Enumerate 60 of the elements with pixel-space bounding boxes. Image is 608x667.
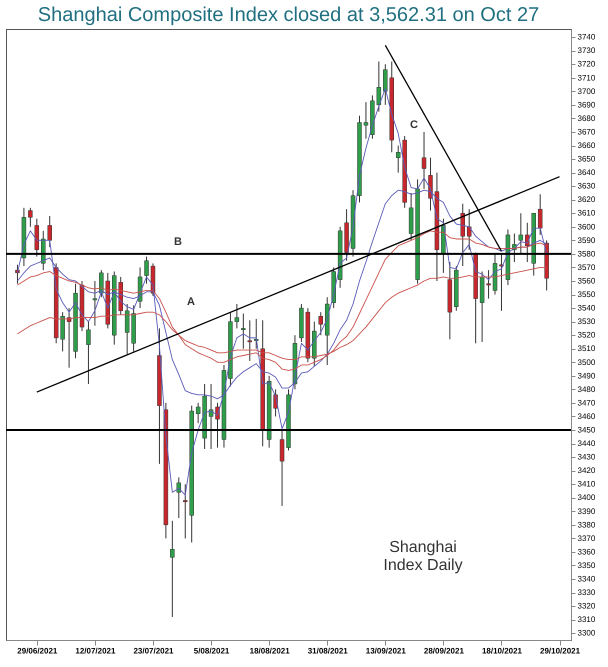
x-tick-label: 28/09/2021 <box>424 646 464 656</box>
y-tick-label: 3680 <box>578 114 596 123</box>
y-tick-label: 3320 <box>578 602 596 611</box>
y-tick-label: 3580 <box>578 249 596 258</box>
y-tick-label: 3730 <box>578 46 596 56</box>
x-tick-label: 18/08/2021 <box>250 646 290 656</box>
y-tick-label: 3300 <box>578 628 596 638</box>
y-tick-label: 3480 <box>578 384 596 394</box>
y-tick-label: 3370 <box>578 534 596 543</box>
y-tick-label: 3720 <box>578 60 596 69</box>
y-tick-label: 3490 <box>578 371 596 380</box>
x-tick-label: 23/07/2021 <box>133 646 174 656</box>
y-tick-label: 3530 <box>578 317 596 326</box>
y-tick-label: 3600 <box>578 222 596 232</box>
y-tick-label: 3430 <box>578 452 596 462</box>
x-tick-label: 29/10/2021 <box>540 646 581 656</box>
y-tick-label: 3500 <box>578 358 596 367</box>
x-tick-label: 18/10/2021 <box>482 646 523 656</box>
y-tick-label: 3560 <box>578 276 596 286</box>
annotation: C <box>410 119 418 131</box>
y-tick-label: 3440 <box>578 439 596 448</box>
y-tick-label: 3540 <box>578 304 596 313</box>
annotation: Shanghai Index Daily <box>383 539 463 574</box>
annotation: A <box>187 296 196 308</box>
y-tick-label: 3400 <box>578 493 596 502</box>
y-tick-label: 3520 <box>578 330 596 340</box>
y-tick-label: 3310 <box>578 615 596 624</box>
y-tick-label: 3640 <box>578 168 596 178</box>
y-tick-label: 3450 <box>578 426 596 435</box>
y-tick-label: 3570 <box>578 262 596 272</box>
y-tick-label: 3510 <box>578 344 596 354</box>
x-tick-label: 12/07/2021 <box>75 646 116 656</box>
y-tick-label: 3470 <box>578 398 596 408</box>
x-tick-label: 5/08/2021 <box>194 646 230 656</box>
y-tick-label: 3550 <box>578 290 596 300</box>
y-tick-label: 3360 <box>578 547 596 556</box>
x-tick-label: 29/06/2021 <box>17 646 58 656</box>
y-tick-label: 3710 <box>578 73 596 82</box>
y-tick-label: 3660 <box>578 141 596 150</box>
y-tick-label: 3590 <box>578 236 596 245</box>
y-tick-label: 3410 <box>578 480 596 489</box>
chart-title: Shanghai Composite Index closed at 3,562.31 on Oct 27 <box>38 4 540 26</box>
y-tick-label: 3740 <box>578 32 596 42</box>
y-tick-label: 3670 <box>578 127 596 136</box>
y-tick-label: 3390 <box>578 506 596 516</box>
y-tick-label: 3420 <box>578 466 596 476</box>
y-tick-label: 3380 <box>578 520 596 530</box>
y-tick-label: 3700 <box>578 86 596 96</box>
y-tick-label: 3350 <box>578 560 596 570</box>
y-tick-label: 3690 <box>578 100 596 110</box>
y-tick-label: 3340 <box>578 574 596 584</box>
x-tick-label: 31/08/2021 <box>308 646 348 656</box>
y-tick-label: 3460 <box>578 412 596 421</box>
y-tick-label: 3330 <box>578 588 596 598</box>
y-tick-label: 3650 <box>578 154 596 164</box>
annotation: B <box>174 236 182 248</box>
y-tick-label: 3620 <box>578 195 596 204</box>
x-tick-label: 13/09/2021 <box>366 646 406 656</box>
y-tick-label: 3630 <box>578 182 596 191</box>
y-tick-label: 3610 <box>578 208 596 218</box>
